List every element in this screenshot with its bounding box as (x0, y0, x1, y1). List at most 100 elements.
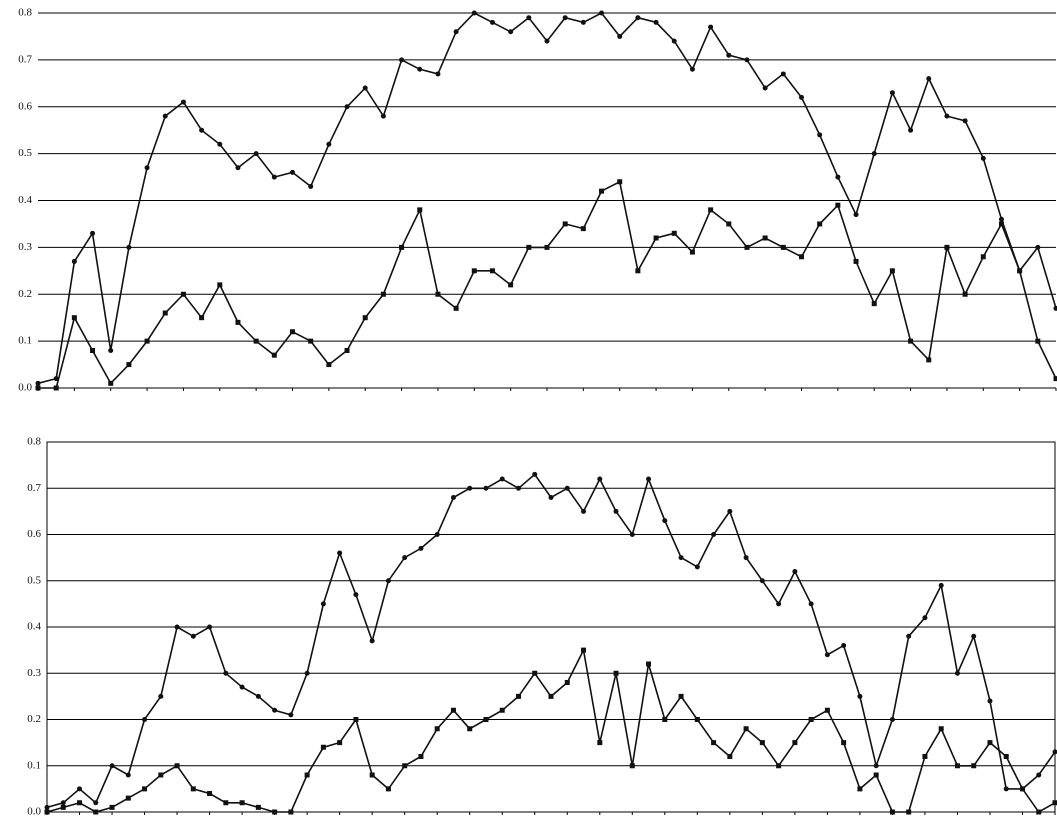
point-marker (954, 763, 960, 769)
point-marker (906, 809, 912, 815)
point-marker (180, 291, 186, 297)
point-marker (77, 786, 83, 792)
point-marker (385, 578, 391, 584)
point-marker (471, 10, 477, 16)
point-marker (515, 693, 521, 699)
point-marker (671, 38, 677, 44)
point-marker (613, 670, 619, 676)
point-marker (671, 230, 677, 236)
point-marker (853, 258, 859, 264)
point-marker (320, 744, 326, 750)
point-marker (35, 380, 41, 386)
point-marker (435, 71, 441, 77)
y-tick-label: 0.5 (18, 147, 32, 159)
point-marker (489, 19, 495, 25)
y-tick-label: 0.3 (18, 241, 32, 253)
point-marker (1053, 376, 1057, 382)
point-marker (239, 684, 245, 690)
point-marker (508, 29, 514, 35)
point-marker (853, 212, 859, 218)
point-marker (635, 15, 641, 21)
point-marker (580, 226, 586, 232)
point-marker (824, 652, 830, 658)
point-marker (353, 717, 359, 722)
point-marker (207, 791, 213, 796)
point-marker (271, 352, 277, 358)
point-marker (662, 518, 668, 524)
point-marker (889, 809, 895, 815)
point-marker (288, 809, 294, 815)
point-marker (562, 15, 568, 21)
point-marker (1035, 338, 1041, 344)
point-marker (908, 127, 914, 133)
point-marker (857, 693, 863, 699)
point-marker (922, 615, 928, 621)
point-marker (841, 643, 847, 648)
point-marker (544, 38, 550, 44)
point-marker (90, 230, 96, 236)
point-marker (483, 485, 489, 491)
point-marker (548, 495, 554, 500)
point-marker (581, 647, 587, 653)
point-marker (435, 291, 441, 297)
point-marker (109, 804, 115, 810)
point-marker (417, 207, 423, 213)
y-tick-label: 0.8 (18, 7, 32, 19)
point-marker (515, 485, 521, 491)
point-marker (1036, 809, 1042, 815)
point-marker (53, 376, 59, 382)
point-marker (980, 254, 986, 260)
point-marker (239, 800, 245, 806)
point-marker (646, 476, 652, 482)
point-marker (353, 592, 359, 598)
point-marker (635, 268, 641, 274)
point-marker (564, 680, 570, 685)
point-marker (792, 569, 798, 574)
point-marker (223, 670, 229, 676)
point-marker (835, 174, 841, 180)
point-marker (613, 508, 619, 514)
point-marker (662, 717, 668, 722)
point-marker (344, 348, 350, 353)
point-marker (499, 707, 505, 713)
point-marker (873, 763, 879, 769)
point-marker (581, 508, 587, 514)
point-marker (418, 545, 424, 551)
point-marker (308, 183, 314, 189)
point-marker (711, 532, 717, 537)
point-marker (726, 221, 732, 227)
point-marker (362, 315, 368, 321)
point-marker (708, 207, 714, 213)
point-marker (817, 221, 823, 227)
point-marker (190, 786, 196, 792)
point-marker (1003, 786, 1009, 792)
y-tick-label: 0.1 (18, 335, 32, 347)
point-marker (272, 707, 278, 713)
point-marker (253, 151, 259, 157)
point-marker (508, 282, 514, 288)
y-tick-label: 0.5 (27, 574, 41, 586)
point-marker (678, 693, 684, 699)
point-marker (824, 707, 830, 713)
point-marker (126, 244, 132, 250)
series-line (46, 473, 1056, 809)
point-marker (93, 809, 99, 815)
point-marker (418, 754, 424, 759)
point-marker (599, 188, 605, 194)
point-marker (337, 740, 343, 746)
point-marker (580, 19, 586, 25)
point-marker (235, 165, 241, 171)
point-marker (1052, 749, 1057, 755)
point-marker (399, 244, 405, 250)
point-marker (944, 113, 950, 119)
point-marker (471, 268, 477, 274)
point-marker (646, 661, 652, 667)
point-marker (290, 169, 295, 175)
series-line (38, 180, 1057, 389)
point-marker (108, 380, 114, 386)
point-marker (762, 85, 768, 91)
point-marker (1052, 800, 1057, 806)
point-marker (873, 772, 879, 778)
point-marker (344, 104, 350, 110)
point-marker (125, 772, 131, 778)
